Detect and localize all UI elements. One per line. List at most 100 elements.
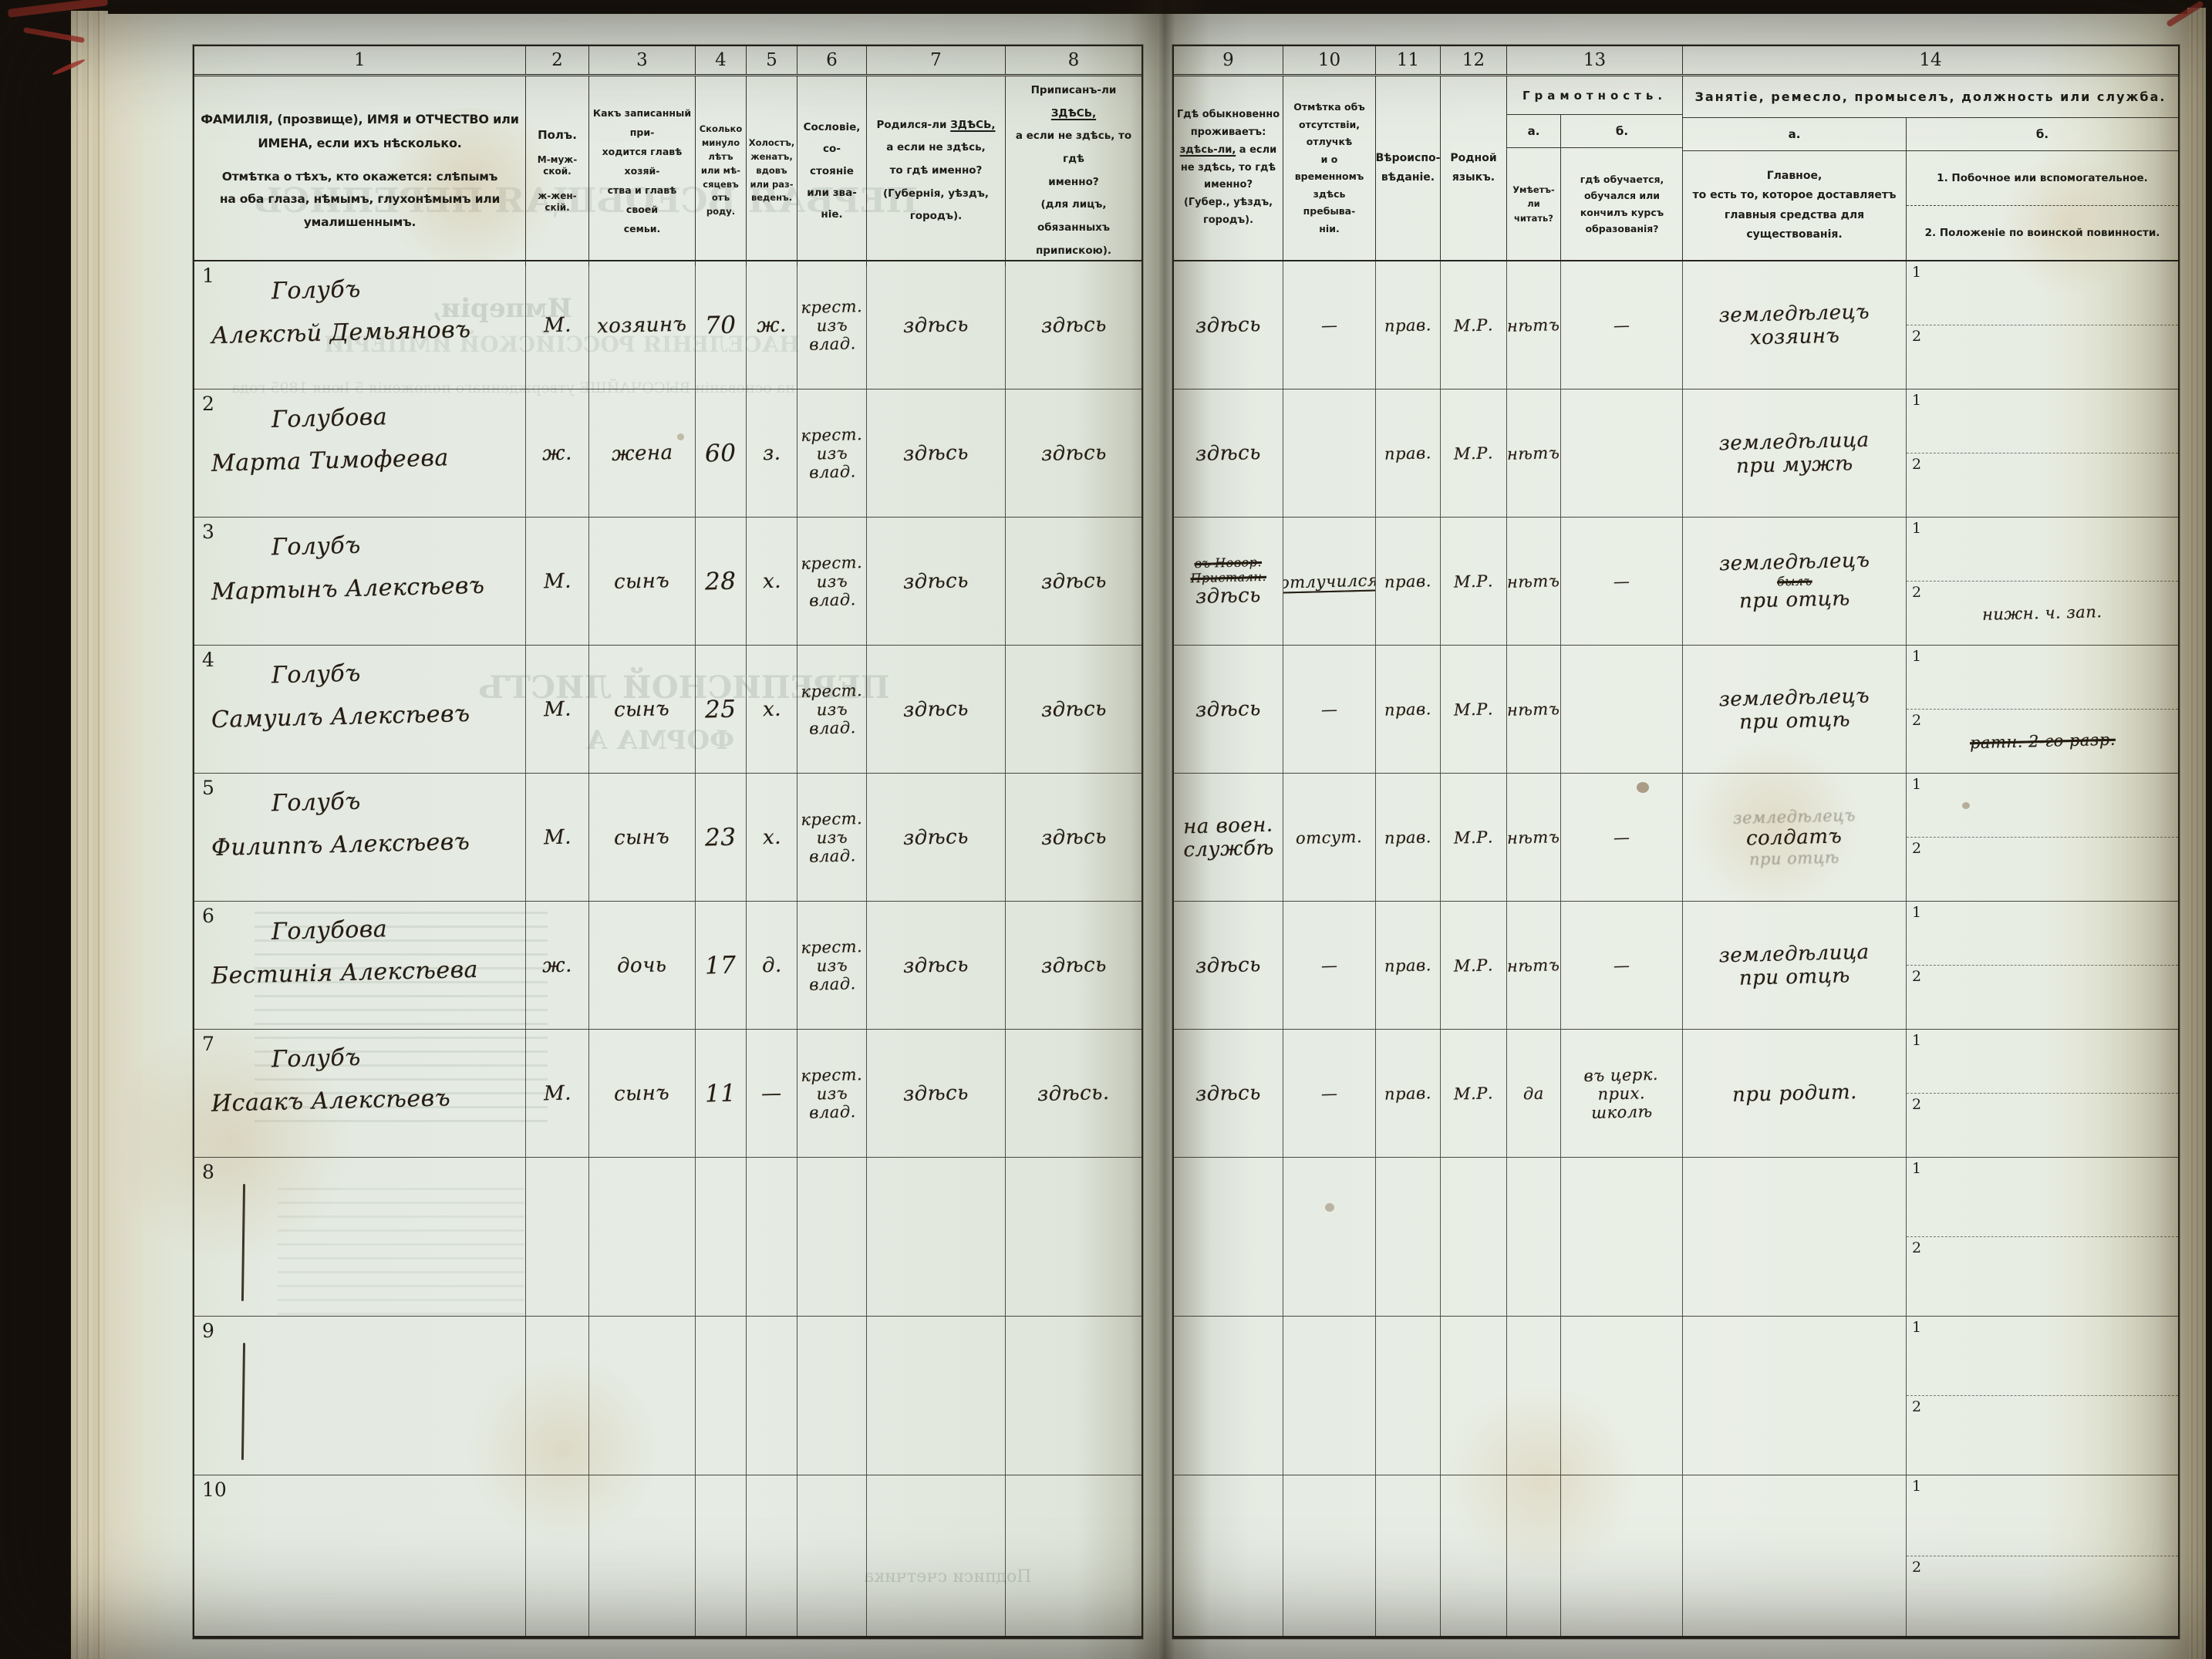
cell-language: М.Р. (1441, 902, 1507, 1029)
cell-marital: з. (747, 389, 797, 517)
sub-number: 1 (1912, 392, 1922, 409)
cell-relation (589, 1475, 696, 1636)
table-row: 1 2 (1174, 1475, 2178, 1637)
table-row: 4 Голубъ Самуилъ Алексѣевъ М. сынъ 25 х.… (194, 646, 1141, 774)
cell-occupation-main: земледѣлецъ при отцѣ (1683, 646, 1907, 773)
cell-ascription (1006, 1475, 1141, 1636)
cell-sex: М. (526, 518, 589, 645)
table-header-right: Гдѣ обыкновенно проживаетъ: здѣсь-ли, а … (1174, 76, 2178, 261)
given-name-handwriting: Алексѣй Демьяновъ (211, 315, 472, 350)
sub-number: 1 (1912, 776, 1922, 793)
cell-age: 25 (696, 646, 747, 773)
cell-sex: ж. (526, 389, 589, 517)
cell-residence (1174, 1475, 1283, 1636)
table-row: 8 (194, 1158, 1141, 1317)
cell-estate: крест. изъ влад. (797, 518, 867, 645)
column-number: 13 (1507, 46, 1683, 74)
cell-birthplace (867, 1317, 1006, 1475)
table-row: на воен. службѣ отсут. прав. М.Р. нѣтъ —… (1174, 774, 2178, 902)
given-name-handwriting: Самуилъ Алексѣевъ (211, 700, 470, 734)
cell-occupation-main (1683, 1475, 1907, 1636)
cell-name: 2 Голубова Марта Тимофеева (194, 389, 526, 517)
header-estate-column: Сословіе, со- стояніе или зва- ніе. (797, 76, 867, 266)
cell-occupation-side: 1 2 (1907, 1158, 2178, 1316)
cell-absence: — (1283, 646, 1376, 773)
surname-handwriting: Голубъ (271, 787, 362, 818)
cell-occupation-side: 1 2 (1907, 1030, 2178, 1157)
cell-marital (747, 1158, 797, 1316)
cell-occupation-side: 1 2 (1907, 1475, 2178, 1636)
cell-relation: сынъ (589, 646, 696, 773)
faded-ink: земледѣлецъ (1732, 805, 1856, 828)
sub-number: 1 (1912, 1478, 1922, 1495)
cell-name: 3 Голубъ Мартынъ Алексѣевъ (194, 518, 526, 645)
side-occupation-1: 1 (1907, 1158, 2178, 1236)
given-name-handwriting: Мартынъ Алексѣевъ (211, 572, 485, 606)
table-row: 2 Голубова Марта Тимофеева ж. жена 60 з.… (194, 389, 1141, 518)
cell-education (1561, 1317, 1683, 1475)
cell-occupation-side: 1 2 нижн. ч. зап. (1907, 518, 2178, 645)
cell-language (1441, 1475, 1507, 1636)
given-name-handwriting: Исаакъ Алексѣевъ (211, 1084, 451, 1118)
cell-occupation-main (1683, 1158, 1907, 1316)
header-marital-column: Холостъ, женатъ, вдовъ или раз- веденъ. (747, 76, 797, 266)
cell-literacy (1507, 1475, 1561, 1636)
surname-handwriting: Голубъ (271, 659, 362, 690)
column-number: 2 (526, 46, 589, 74)
sub-number: 2 (1912, 1096, 1922, 1113)
cell-residence: здѣсь (1174, 902, 1283, 1029)
header-occupation-a: а. Главное, то есть то, которое доставля… (1683, 118, 1907, 260)
column-number: 1 (194, 46, 526, 74)
cell-language: М.Р. (1441, 389, 1507, 517)
side-occupation-1: 1 (1907, 518, 2178, 581)
cell-occupation-main: земледѣлецъ солдатъ при отцѣ (1683, 774, 1907, 901)
given-name-handwriting: Бестинія Алексѣева (211, 956, 479, 990)
header-age-column: Сколько минуло лѣтъ или мѣ- сяцевъ отъ р… (696, 76, 747, 266)
surname-handwriting: Голубъ (271, 275, 362, 305)
table-row: 7 Голубъ Исаакъ Алексѣевъ М. сынъ 11 — к… (194, 1030, 1141, 1158)
cell-ascription (1006, 1158, 1141, 1316)
cell-occupation-main: земледѣлица при мужѣ (1683, 389, 1907, 517)
cell-sex: М. (526, 261, 589, 389)
cell-language: М.Р. (1441, 774, 1507, 901)
table-row: 10 (194, 1475, 1141, 1637)
row-number: 10 (202, 1479, 227, 1501)
cell-relation: сынъ (589, 1030, 696, 1157)
crossed-out-note: въ Новор. Присталн. (1190, 554, 1267, 585)
table-row: 1 2 (1174, 1158, 2178, 1317)
table-row: въ Новор. Присталн. здѣсь отлучился прав… (1174, 518, 2178, 646)
surname-handwriting: Голубъ (271, 1044, 362, 1074)
cell-birthplace (867, 1475, 1006, 1636)
cell-occupation-main (1683, 1317, 1907, 1475)
cell-religion: прав. (1376, 646, 1441, 773)
census-table-left-page: 1 2 3 4 5 6 7 8 ФАМИЛІЯ, (прозвище), ИМЯ… (193, 45, 1143, 1639)
side-occupation-1: 1 (1907, 389, 2178, 453)
cell-birthplace: здѣсь (867, 902, 1006, 1029)
cell-ascription: здѣсь (1040, 696, 1107, 722)
cell-birthplace (867, 1158, 1006, 1316)
cell-religion: прав. (1376, 518, 1441, 645)
column-number: 5 (747, 46, 797, 74)
cell-residence: здѣсь (1174, 261, 1283, 389)
surname-handwriting: Голубъ (271, 531, 362, 561)
row-number: 4 (202, 649, 214, 671)
side-occupation-1: 1 (1907, 646, 2178, 709)
cell-estate: крест. изъ влад. (797, 1030, 867, 1157)
faded-ink: при отцѣ (1748, 848, 1840, 868)
header-literacy-column: Грамотность. а. Умѣетъ- ли читать? б. гд… (1507, 76, 1683, 260)
cell-estate: крест. изъ влад. (797, 261, 867, 389)
cell-language: М.Р. (1441, 261, 1507, 389)
header-relation-column: Какъ записанный при- ходится главѣ хозяй… (589, 76, 696, 266)
cell-occupation-side: 1 2 (1907, 774, 2178, 901)
crossed-out-entry: ратн. 2-го разр. (1969, 730, 2116, 753)
surname-handwriting: Голубова (271, 915, 388, 946)
cell-ascription: здѣсь (1040, 440, 1107, 466)
header-name-column: ФАМИЛІЯ, (прозвище), ИМЯ и ОТЧЕСТВО или … (194, 76, 526, 266)
header-literacy-a: а. Умѣетъ- ли читать? (1507, 115, 1561, 260)
cell-occupation-main: земледѣлецъ хозяинъ (1683, 261, 1907, 389)
column-number: 3 (589, 46, 696, 74)
crossed-out-word: былъ (1776, 573, 1812, 589)
sub-number: 2 (1912, 584, 1922, 601)
row-number: 7 (202, 1033, 214, 1055)
cell-religion: прав. (1376, 902, 1441, 1029)
